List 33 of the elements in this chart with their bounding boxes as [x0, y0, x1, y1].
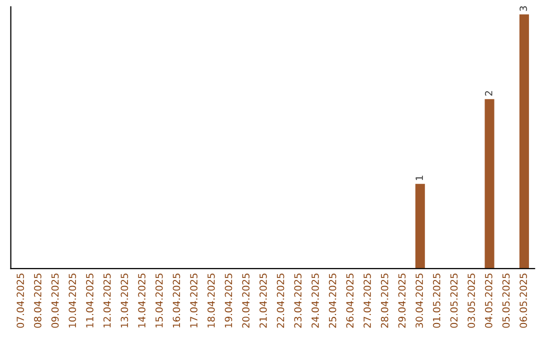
x-tick-label: 19.04.2025 [224, 274, 232, 328]
x-tick-label: 21.04.2025 [259, 274, 267, 328]
x-tick-label: 03.05.2025 [468, 274, 475, 328]
x-tick-label: 28.04.2025 [380, 274, 388, 328]
data-label: 1 [416, 176, 423, 180]
x-tick-label: 01.05.2025 [432, 274, 440, 328]
x-tick-label: 02.05.2025 [450, 274, 458, 328]
x-tick-label: 15.04.2025 [155, 274, 163, 328]
x-tick-label: 20.04.2025 [242, 274, 250, 328]
x-tick-label: 11.04.2025 [86, 274, 94, 328]
x-tick-label: 06.05.2025 [520, 274, 528, 328]
x-tick-label: 23.04.2025 [294, 274, 302, 328]
x-tick-label: 12.04.2025 [103, 274, 111, 328]
x-tick-label: 22.04.2025 [276, 274, 284, 328]
x-tick-label: 30.04.2025 [416, 274, 423, 328]
x-tick-label: 25.04.2025 [328, 274, 336, 328]
x-tick-label: 29.04.2025 [398, 274, 406, 328]
data-label: 2 [484, 91, 492, 96]
x-tick-label: 04.05.2025 [484, 274, 492, 328]
data-label: 3 [520, 6, 528, 11]
x-tick-label: 18.04.2025 [207, 274, 215, 328]
x-tick-label: 09.04.2025 [51, 274, 59, 328]
x-tick-label: 27.04.2025 [364, 274, 371, 328]
x-tick-label: 08.04.2025 [34, 274, 42, 328]
x-tick-label: 17.04.2025 [190, 274, 198, 328]
x-tick-label: 16.04.2025 [172, 274, 180, 328]
x-tick-label: 26.04.2025 [346, 274, 354, 328]
x-tick-label: 14.04.2025 [138, 274, 146, 328]
x-tick-label: 05.05.2025 [502, 274, 510, 328]
x-tick-label: 07.04.2025 [16, 274, 24, 328]
x-tick-label: 10.04.2025 [68, 274, 76, 328]
x-tick-label: 24.04.2025 [312, 274, 319, 328]
x-tick-label: 13.04.2025 [120, 274, 128, 328]
